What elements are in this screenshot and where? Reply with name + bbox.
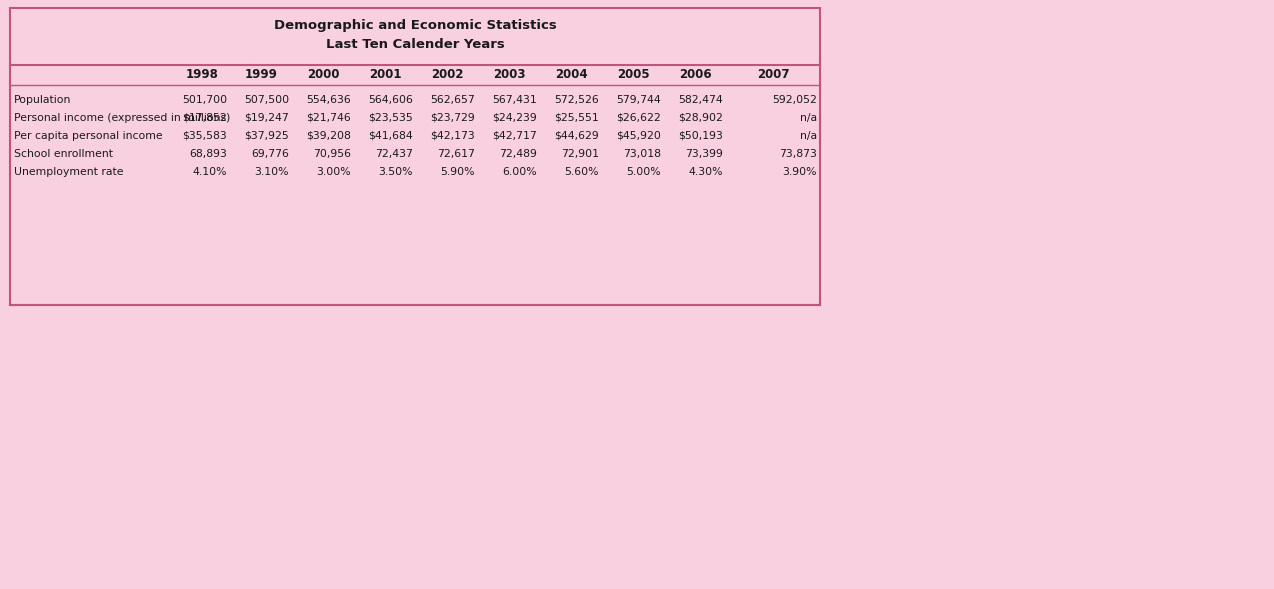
Text: $19,247: $19,247 [245,113,289,123]
Text: 3.90%: 3.90% [782,167,817,177]
Text: Unemployment rate: Unemployment rate [14,167,124,177]
Text: 3.50%: 3.50% [378,167,413,177]
Text: 567,431: 567,431 [492,95,538,105]
Text: 72,489: 72,489 [499,149,538,159]
Text: 564,606: 564,606 [368,95,413,105]
Text: 5.90%: 5.90% [441,167,475,177]
Text: Per capita personal income: Per capita personal income [14,131,163,141]
Text: $42,173: $42,173 [431,131,475,141]
Text: 2003: 2003 [493,68,525,81]
Text: $37,925: $37,925 [245,131,289,141]
Text: 4.30%: 4.30% [688,167,724,177]
Text: 562,657: 562,657 [431,95,475,105]
Text: $24,239: $24,239 [492,113,538,123]
Text: 579,744: 579,744 [617,95,661,105]
Text: 2005: 2005 [617,68,650,81]
Text: 4.10%: 4.10% [192,167,227,177]
FancyBboxPatch shape [10,8,820,305]
Text: Population: Population [14,95,71,105]
Text: 554,636: 554,636 [306,95,352,105]
Text: $26,622: $26,622 [617,113,661,123]
Text: 507,500: 507,500 [243,95,289,105]
Text: 73,018: 73,018 [623,149,661,159]
Text: 73,399: 73,399 [685,149,724,159]
Text: $44,629: $44,629 [554,131,599,141]
Text: School enrollment: School enrollment [14,149,113,159]
Text: 3.00%: 3.00% [316,167,352,177]
Text: $45,920: $45,920 [617,131,661,141]
Text: 73,873: 73,873 [780,149,817,159]
Text: 582,474: 582,474 [678,95,724,105]
Text: 72,617: 72,617 [437,149,475,159]
Text: n/a: n/a [800,113,817,123]
Text: 2006: 2006 [679,68,711,81]
Text: 2004: 2004 [554,68,587,81]
Text: $50,193: $50,193 [678,131,724,141]
Text: 69,776: 69,776 [251,149,289,159]
Text: 1998: 1998 [186,68,219,81]
Text: 1999: 1999 [245,68,278,81]
Text: 592,052: 592,052 [772,95,817,105]
Text: 72,901: 72,901 [561,149,599,159]
Text: 6.00%: 6.00% [502,167,538,177]
Text: $41,684: $41,684 [368,131,413,141]
Text: 2007: 2007 [757,68,790,81]
Text: 5.60%: 5.60% [564,167,599,177]
Text: 68,893: 68,893 [189,149,227,159]
Text: n/a: n/a [800,131,817,141]
Text: 3.10%: 3.10% [255,167,289,177]
Text: $39,208: $39,208 [306,131,352,141]
Text: $23,729: $23,729 [431,113,475,123]
Text: 572,526: 572,526 [554,95,599,105]
Text: 5.00%: 5.00% [627,167,661,177]
Text: 70,956: 70,956 [313,149,352,159]
Text: $35,583: $35,583 [182,131,227,141]
Text: 2001: 2001 [368,68,401,81]
Text: $28,902: $28,902 [678,113,724,123]
Text: $42,717: $42,717 [492,131,538,141]
Text: 2002: 2002 [431,68,464,81]
Text: $25,551: $25,551 [554,113,599,123]
Text: $17,852: $17,852 [182,113,227,123]
Text: Personal income (expressed in millions): Personal income (expressed in millions) [14,113,231,123]
Text: 2000: 2000 [307,68,339,81]
Text: 501,700: 501,700 [182,95,227,105]
Text: $21,746: $21,746 [306,113,352,123]
Text: Last Ten Calender Years: Last Ten Calender Years [326,38,505,51]
Text: $23,535: $23,535 [368,113,413,123]
Text: Demographic and Economic Statistics: Demographic and Economic Statistics [274,18,557,31]
Text: 72,437: 72,437 [375,149,413,159]
